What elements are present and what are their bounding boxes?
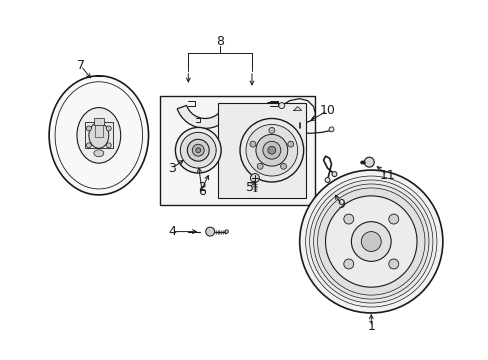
Circle shape — [287, 141, 293, 147]
Polygon shape — [207, 228, 212, 231]
Ellipse shape — [317, 188, 424, 295]
Circle shape — [224, 230, 228, 233]
Polygon shape — [205, 228, 210, 231]
Text: 9: 9 — [337, 198, 345, 211]
Ellipse shape — [195, 148, 201, 153]
Circle shape — [343, 214, 353, 224]
Ellipse shape — [187, 139, 209, 161]
Ellipse shape — [267, 146, 275, 154]
Ellipse shape — [255, 134, 287, 166]
Circle shape — [106, 143, 111, 148]
Ellipse shape — [192, 144, 204, 156]
Ellipse shape — [49, 76, 148, 195]
Text: 6: 6 — [198, 185, 206, 198]
Ellipse shape — [309, 180, 432, 303]
Ellipse shape — [299, 170, 442, 313]
Polygon shape — [366, 158, 371, 162]
Polygon shape — [207, 231, 212, 235]
Circle shape — [325, 177, 329, 183]
Circle shape — [388, 214, 398, 224]
Ellipse shape — [263, 141, 280, 159]
Polygon shape — [293, 107, 301, 111]
Ellipse shape — [245, 125, 297, 176]
Circle shape — [328, 127, 333, 132]
Bar — [94, 118, 103, 125]
Bar — [218, 103, 305, 198]
Circle shape — [268, 127, 274, 133]
Circle shape — [343, 259, 353, 269]
Ellipse shape — [77, 108, 121, 163]
Circle shape — [388, 259, 398, 269]
Text: 7: 7 — [77, 59, 85, 72]
Polygon shape — [368, 162, 373, 166]
Ellipse shape — [361, 231, 381, 251]
Ellipse shape — [325, 196, 416, 287]
Circle shape — [257, 163, 263, 169]
Ellipse shape — [175, 127, 221, 173]
Ellipse shape — [313, 184, 428, 299]
Circle shape — [249, 141, 255, 147]
Text: 4: 4 — [168, 225, 176, 238]
Polygon shape — [364, 162, 368, 166]
Polygon shape — [210, 231, 214, 235]
Text: 2: 2 — [198, 181, 206, 194]
Ellipse shape — [94, 150, 103, 157]
Text: 10: 10 — [319, 104, 335, 117]
Circle shape — [250, 174, 259, 183]
Text: 1: 1 — [366, 320, 374, 333]
Circle shape — [280, 163, 286, 169]
Circle shape — [106, 126, 111, 131]
Polygon shape — [205, 231, 210, 235]
Circle shape — [86, 143, 91, 148]
Bar — [160, 96, 314, 205]
Text: 11: 11 — [379, 168, 394, 181]
Circle shape — [86, 126, 91, 131]
Text: 3: 3 — [168, 162, 176, 175]
Wedge shape — [177, 105, 232, 129]
Ellipse shape — [351, 222, 390, 261]
Text: 8: 8 — [216, 35, 224, 48]
Ellipse shape — [180, 132, 216, 168]
Wedge shape — [233, 103, 277, 129]
Circle shape — [331, 172, 336, 176]
Text: 5: 5 — [245, 181, 253, 194]
Polygon shape — [368, 158, 373, 162]
Polygon shape — [364, 158, 368, 162]
Polygon shape — [366, 162, 371, 166]
Polygon shape — [210, 228, 214, 231]
Ellipse shape — [240, 118, 303, 182]
Ellipse shape — [89, 122, 108, 148]
Circle shape — [278, 103, 284, 109]
Ellipse shape — [305, 176, 436, 307]
Bar — [85, 122, 113, 148]
